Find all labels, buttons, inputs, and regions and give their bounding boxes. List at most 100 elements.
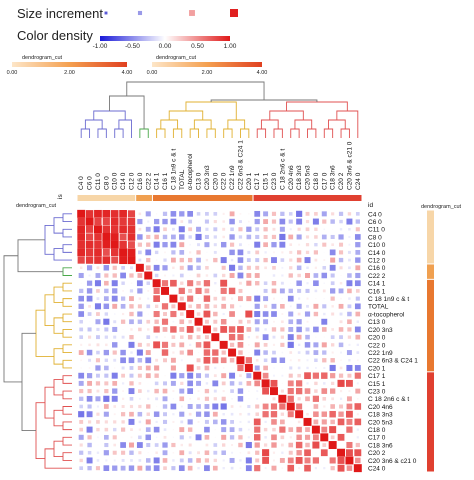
heatmap-cell xyxy=(271,303,277,309)
heatmap-cell xyxy=(312,457,320,464)
top-dendrogram-branch xyxy=(84,119,103,129)
heatmap-cell xyxy=(203,280,211,287)
heatmap-cell xyxy=(346,441,353,449)
heatmap-cell xyxy=(213,227,218,232)
heatmap-cell xyxy=(114,367,116,369)
heatmap-cell xyxy=(127,217,136,226)
heatmap-cell xyxy=(271,442,277,448)
heatmap-cell xyxy=(287,380,294,387)
heatmap-cell xyxy=(79,458,83,463)
row-label: C22 2 xyxy=(368,273,386,280)
heatmap-cell xyxy=(263,358,268,363)
heatmap-cell xyxy=(229,311,235,317)
heatmap-cell xyxy=(78,311,85,317)
heatmap-cell xyxy=(146,335,151,339)
heatmap-cell xyxy=(229,342,235,347)
heatmap-cell xyxy=(162,388,168,394)
heatmap-cell xyxy=(263,342,268,347)
heatmap-cell xyxy=(340,444,342,446)
row-label: C22 6n3 & C24 1 xyxy=(368,358,418,365)
heatmap-cell xyxy=(331,328,334,331)
heatmap-cell xyxy=(162,458,168,463)
heatmap-cell xyxy=(348,258,351,262)
column-label: C20 2 xyxy=(338,172,345,190)
heatmap-cell xyxy=(339,366,343,370)
heatmap-cell xyxy=(153,264,160,271)
heatmap-cell xyxy=(113,459,116,462)
heatmap-cell xyxy=(78,372,85,379)
heatmap-cell xyxy=(279,226,285,232)
heatmap-cell xyxy=(104,358,109,362)
top-dendrogram-branch xyxy=(168,110,204,120)
column-label: C20 3n6 & c21 0 xyxy=(346,141,353,190)
heatmap-cell xyxy=(169,294,178,303)
heatmap-cell xyxy=(188,304,192,309)
heatmap-cell xyxy=(296,334,302,340)
heatmap-cell xyxy=(187,427,193,432)
heatmap-cell xyxy=(304,342,311,348)
heatmap-cell xyxy=(212,465,218,471)
heatmap-cell xyxy=(164,375,166,377)
top-dendrogram-branch xyxy=(97,128,107,138)
heatmap-cell xyxy=(263,365,268,371)
heatmap-cell xyxy=(223,336,225,338)
column-cluster-segment xyxy=(152,195,253,201)
heatmap-cell xyxy=(271,357,277,363)
heatmap-cell xyxy=(311,425,320,434)
heatmap-cell xyxy=(254,442,260,448)
heatmap-cell xyxy=(110,217,119,226)
heatmap-cell xyxy=(322,219,327,224)
heatmap-cell xyxy=(102,256,111,264)
heatmap-cell xyxy=(96,343,100,347)
heatmap-cell xyxy=(96,297,100,301)
top-dendrogram-branch xyxy=(227,119,246,129)
heatmap-cell xyxy=(78,434,84,440)
heatmap-cell xyxy=(179,250,185,255)
heatmap-cell xyxy=(313,280,319,287)
left-dendrogram-branch xyxy=(62,406,72,415)
heatmap-cell xyxy=(113,413,116,416)
heatmap-cell xyxy=(213,273,218,278)
heatmap-cell xyxy=(170,279,177,287)
heatmap-cell xyxy=(154,250,159,255)
heatmap-cell xyxy=(205,211,209,216)
heatmap-cell xyxy=(355,388,361,394)
heatmap-cell xyxy=(222,459,225,462)
size-legend-swatch xyxy=(230,9,238,17)
heatmap-cell xyxy=(304,434,311,440)
heatmap-cell xyxy=(288,234,294,240)
heatmap-cell xyxy=(314,358,318,363)
color-tick-label: 1.00 xyxy=(224,43,237,50)
heatmap-cell xyxy=(194,317,203,326)
heatmap-cell xyxy=(103,303,110,310)
heatmap-cell xyxy=(138,451,142,455)
heatmap-cell xyxy=(297,288,302,293)
heatmap-cell xyxy=(281,297,284,300)
heatmap-cell xyxy=(313,303,319,309)
row-label: C13 0 xyxy=(368,319,386,326)
heatmap-cell xyxy=(79,404,83,409)
heatmap-cell xyxy=(187,458,193,463)
heatmap-cell xyxy=(136,442,143,448)
heatmap-cell xyxy=(112,435,117,440)
heatmap-cell xyxy=(172,274,175,277)
heatmap-cell xyxy=(80,282,82,284)
heatmap-cell xyxy=(263,443,268,447)
heatmap-cell xyxy=(245,457,252,464)
heatmap-cell xyxy=(314,242,318,247)
heatmap-cell xyxy=(305,327,310,332)
heatmap-cell xyxy=(146,343,150,347)
heatmap-cell xyxy=(220,318,227,325)
heatmap-cell xyxy=(229,358,235,363)
heatmap-cell xyxy=(187,295,194,302)
heatmap-cell xyxy=(121,366,125,370)
heatmap-cell xyxy=(354,365,361,371)
heatmap-cell xyxy=(254,434,261,441)
heatmap-cell xyxy=(238,265,243,271)
heatmap-cell xyxy=(295,457,303,464)
heatmap-cell xyxy=(153,465,160,472)
heatmap-cell xyxy=(254,311,261,318)
heatmap-cell xyxy=(288,427,294,432)
heatmap-cell xyxy=(196,212,201,216)
heatmap-cell xyxy=(262,311,269,317)
